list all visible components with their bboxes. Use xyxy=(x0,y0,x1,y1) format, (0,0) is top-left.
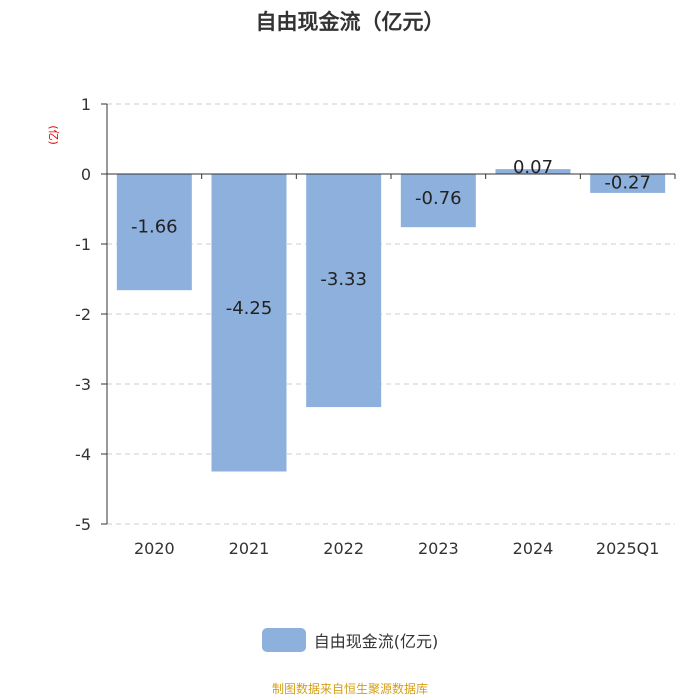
x-tick-label: 2023 xyxy=(418,539,459,558)
data-label: -0.27 xyxy=(604,173,651,194)
legend-label: 自由现金流(亿元) xyxy=(313,632,439,651)
data-label: -4.25 xyxy=(226,298,273,319)
legend-swatch xyxy=(261,628,306,652)
legend: 自由现金流(亿元) xyxy=(0,628,700,652)
data-label: -1.66 xyxy=(131,216,178,237)
bar xyxy=(495,169,571,174)
chart-title: 自由现金流（亿元） xyxy=(255,10,445,34)
x-tick-label: 2020 xyxy=(134,539,175,558)
data-label: 0.07 xyxy=(513,157,553,178)
bar xyxy=(306,174,382,408)
y-tick-label: 0 xyxy=(81,165,91,184)
y-tick-label: 1 xyxy=(81,95,91,114)
y-tick-label: -4 xyxy=(75,445,91,464)
y-tick-label: -3 xyxy=(75,375,91,394)
axes: 1 0 -1 -2 -3 -4 -5 2020 2021 2022 2023 2024 2025Q1 xyxy=(75,95,676,558)
data-labels: -1.66 -4.25 -3.33 -0.76 0.07 -0.27 xyxy=(131,157,651,319)
y-tick-label: -2 xyxy=(75,305,91,324)
x-tick-label: 2021 xyxy=(229,539,270,558)
x-tick-label: 2025Q1 xyxy=(596,539,660,558)
y-tick-label: -1 xyxy=(75,235,91,254)
bar xyxy=(116,174,192,291)
source-note: 制图数据来自恒生聚源数据库 xyxy=(271,682,428,696)
bar xyxy=(590,174,666,193)
bars xyxy=(116,169,666,472)
bar xyxy=(211,174,287,472)
y-tick-label: -5 xyxy=(75,515,91,534)
x-tick-label: 2022 xyxy=(323,539,364,558)
data-label: -3.33 xyxy=(320,269,367,290)
x-tick-label: 2024 xyxy=(513,539,554,558)
data-label: -0.76 xyxy=(415,188,462,209)
y-axis-title: (亿) xyxy=(47,125,60,145)
bar xyxy=(400,174,476,228)
grid-lines xyxy=(107,103,675,525)
